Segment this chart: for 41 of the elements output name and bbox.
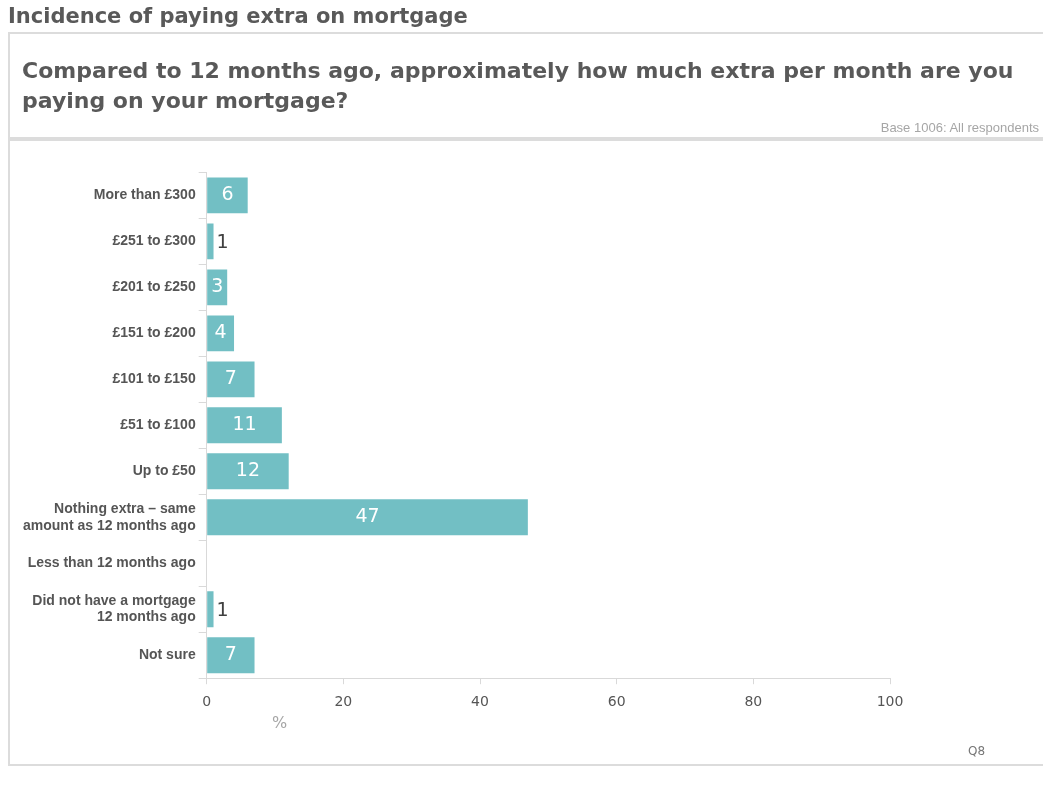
data-label: 7 xyxy=(224,366,237,389)
bar xyxy=(207,223,214,260)
chart-title: Incidence of paying extra on mortgage xyxy=(8,4,469,28)
bar xyxy=(207,499,528,536)
data-label: 47 xyxy=(355,504,380,527)
text: Base 1006: All respondents xyxy=(879,120,1040,135)
y-tick-label: Not sure xyxy=(138,646,196,663)
x-tick-label: 20 xyxy=(334,693,353,710)
data-label: 6 xyxy=(221,182,234,205)
y-tick-label: Nothing extra – same amount as 12 months ago xyxy=(22,499,196,533)
x-tick-label: 0 xyxy=(202,693,212,710)
data-label: 11 xyxy=(232,412,257,435)
bar xyxy=(207,637,255,674)
x-tick-label: 100 xyxy=(876,693,904,710)
x-tick-label: 60 xyxy=(607,693,626,710)
data-label: 3 xyxy=(211,274,224,297)
y-tick-label: £151 to £200 xyxy=(112,324,196,341)
x-tick-label: 80 xyxy=(744,693,763,710)
y-tick-label: More than £300 xyxy=(93,186,196,203)
data-label: 1 xyxy=(216,598,229,621)
data-label: 4 xyxy=(214,320,227,343)
y-tick-label: £51 to £100 xyxy=(120,416,196,433)
bar xyxy=(207,361,255,398)
bar xyxy=(207,591,214,628)
y-tick-label: £101 to £150 xyxy=(112,370,196,387)
x-tick-label: 40 xyxy=(471,693,489,710)
y-tick-label: £251 to £300 xyxy=(112,232,196,249)
y-tick-label: Up to £50 xyxy=(132,462,196,479)
y-tick-label: Less than 12 months ago xyxy=(27,554,196,571)
y-tick-label: Did not have a mortgage 12 months ago xyxy=(32,591,196,625)
y-tick-label: £201 to £250 xyxy=(112,278,196,295)
data-label: 1 xyxy=(216,230,229,253)
x-axis-title: % xyxy=(272,713,289,732)
data-label: 7 xyxy=(224,642,237,665)
data-label: 12 xyxy=(235,458,261,481)
bar xyxy=(207,407,282,444)
bar xyxy=(207,177,248,214)
text: Q8 xyxy=(968,744,986,758)
bar xyxy=(207,453,289,490)
bar xyxy=(207,315,235,352)
chart-subtitle: Compared to 12 months ago, approximately how much extra per month are you paying on your mortgage? xyxy=(21,57,1015,115)
